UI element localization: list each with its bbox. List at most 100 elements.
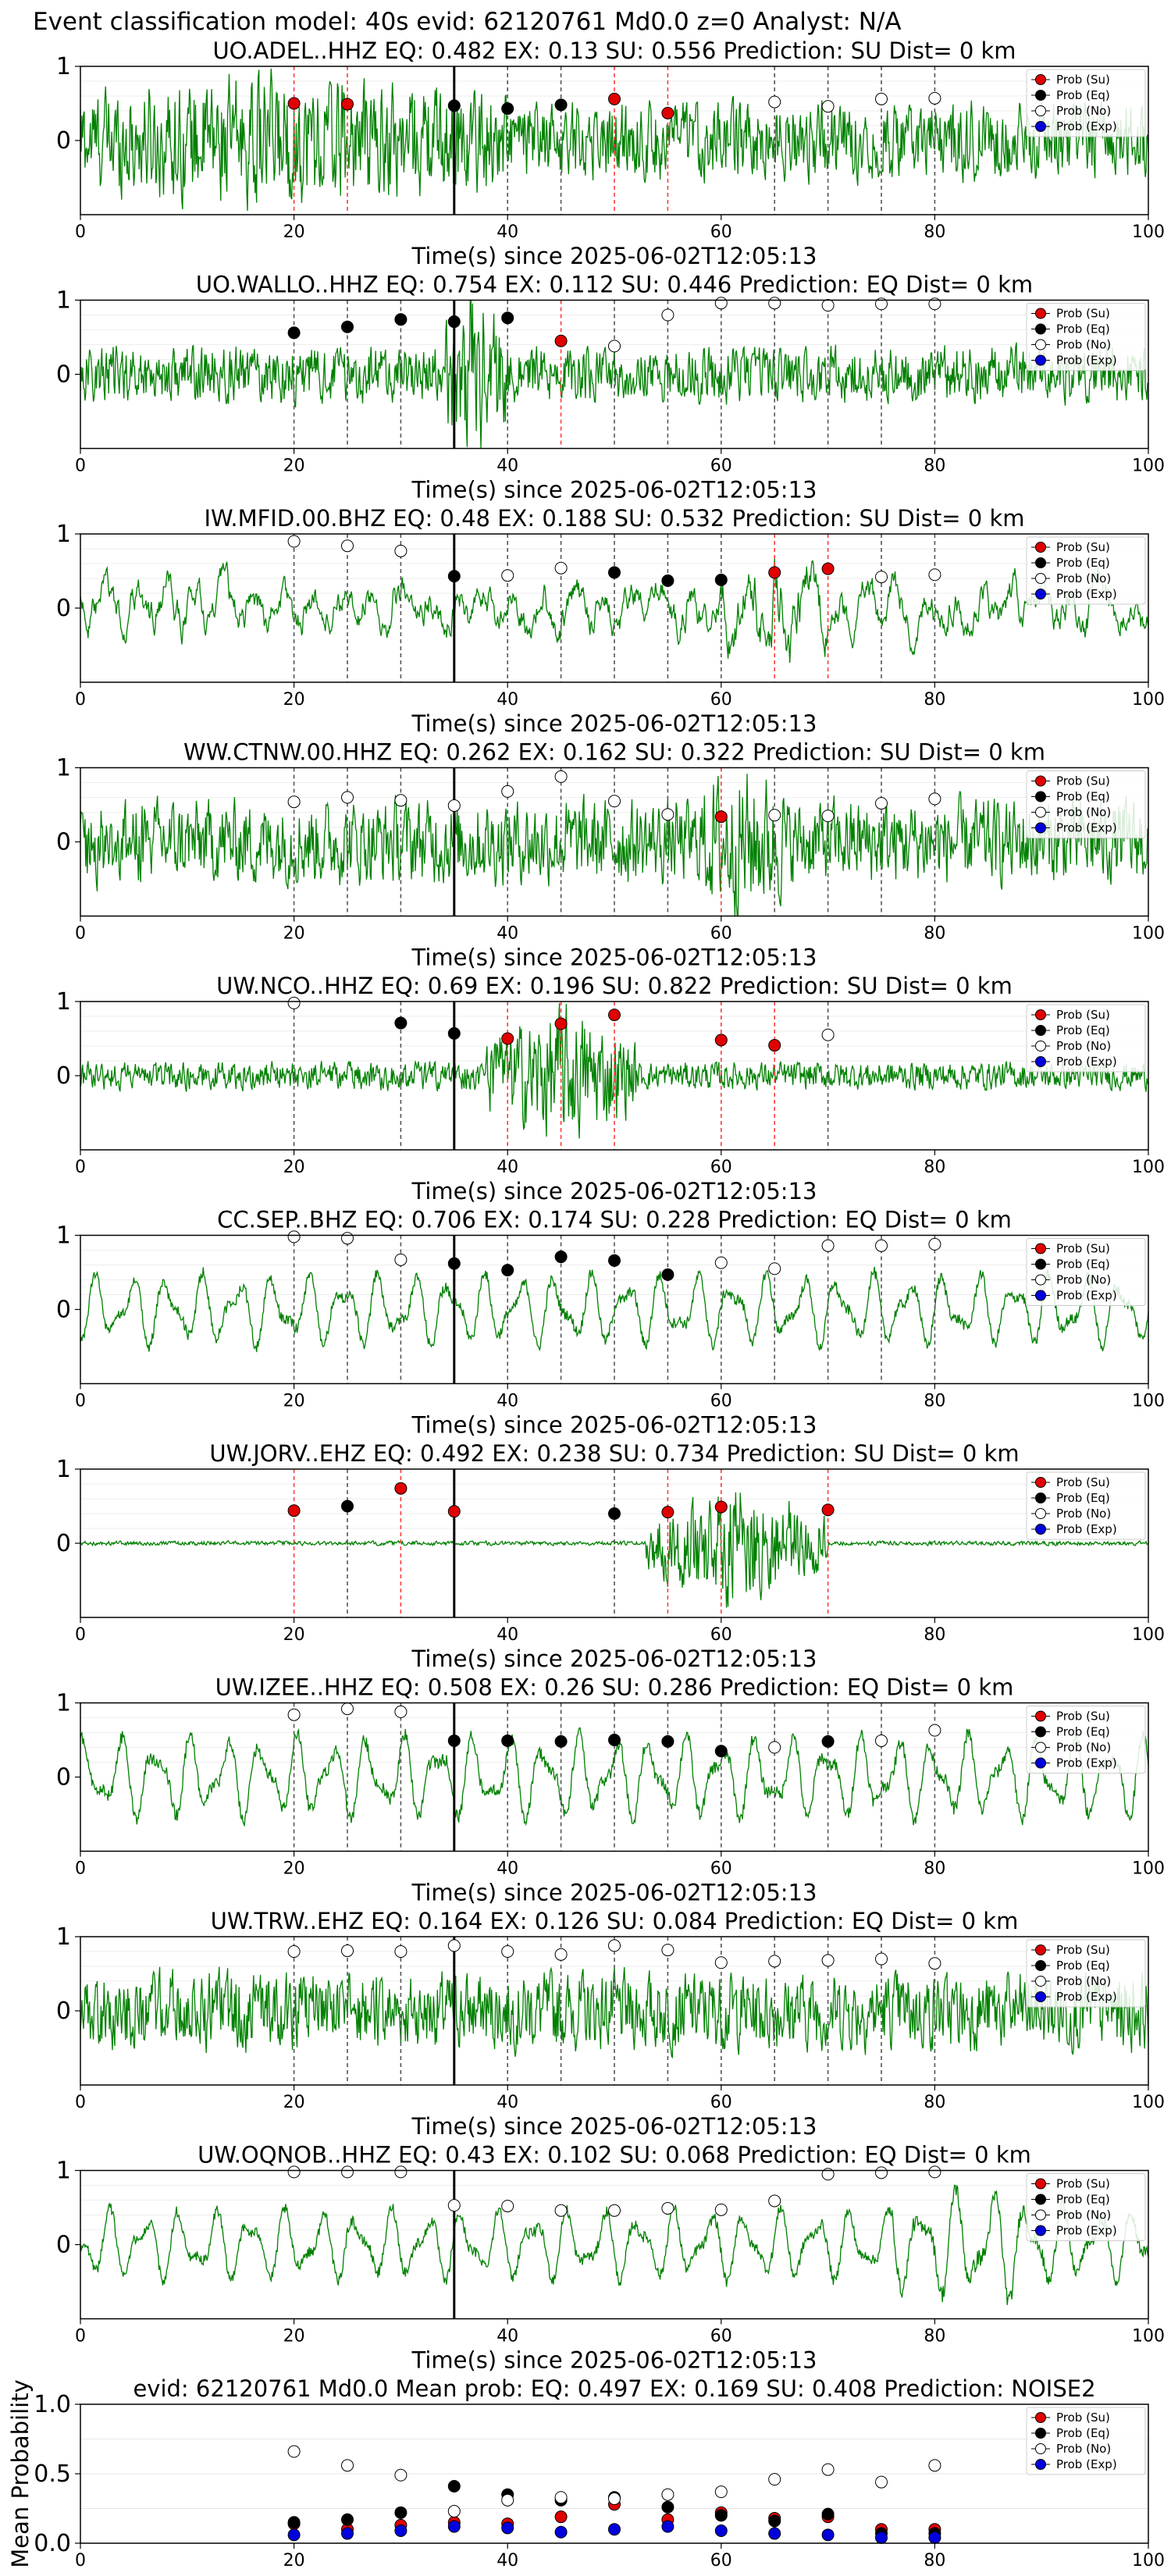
x-tick-label: 20 <box>283 457 305 476</box>
prob-marker-eq <box>501 311 514 325</box>
x-tick-label: 40 <box>497 1625 518 1645</box>
x-tick-label: 40 <box>497 457 518 476</box>
prob-marker-no <box>287 795 301 809</box>
prob-marker-no <box>714 297 728 310</box>
x-tick-label: 60 <box>710 222 732 242</box>
x-tick-label: 80 <box>924 1625 945 1645</box>
legend-label-exp: Prob (Exp) <box>1056 1756 1117 1770</box>
prob-marker-su <box>287 97 301 110</box>
legend-marker-no <box>1035 339 1046 350</box>
prob-marker-su <box>714 810 728 824</box>
prob-marker-eq <box>821 1735 835 1748</box>
prob-marker-no <box>821 2168 835 2181</box>
legend-marker-eq <box>1035 2194 1046 2205</box>
legend-box <box>1026 1004 1146 1073</box>
y-tick-label: 1 <box>56 988 71 1016</box>
x-tick-label: 80 <box>924 2327 945 2347</box>
legend-marker-eq <box>1035 1493 1046 1503</box>
legend-marker-eq <box>1035 1726 1046 1738</box>
mean-prob-marker-no <box>714 2485 728 2499</box>
prob-marker-su <box>554 1017 568 1030</box>
legend-box <box>1026 2173 1146 2241</box>
legend-marker-exp <box>1035 1757 1046 1769</box>
panel-title: UW.TRW..EHZ EQ: 0.164 EX: 0.126 SU: 0.08… <box>211 1908 1019 1934</box>
waveform-trace <box>80 2184 1149 2305</box>
mean-prob-marker-eq <box>661 2500 674 2514</box>
legend-label-exp: Prob (Exp) <box>1056 587 1117 601</box>
mean-prob-marker-eq <box>821 2507 835 2521</box>
legend-label-exp: Prob (Exp) <box>1056 821 1117 835</box>
prob-marker-no <box>821 1239 835 1252</box>
y-tick-label: 1 <box>56 2158 71 2185</box>
legend-label-exp: Prob (Exp) <box>1056 119 1117 133</box>
prob-marker-no <box>875 1952 888 1966</box>
legend-marker-exp <box>1035 2459 1046 2470</box>
x-tick-label: 20 <box>283 1158 305 1177</box>
legend-marker-eq <box>1035 1258 1046 1270</box>
x-tick-label: 60 <box>710 924 732 944</box>
legend-label-no: Prob (No) <box>1056 1507 1111 1521</box>
legend-label-exp: Prob (Exp) <box>1056 1990 1117 2004</box>
x-axis-label: Time(s) since 2025-06-02T12:05:13 <box>411 1880 817 1906</box>
x-tick-label: 100 <box>1132 1859 1165 1879</box>
mean-prob-marker-no <box>928 2459 941 2472</box>
x-tick-label: 0 <box>75 2551 86 2571</box>
y-tick-label: 0 <box>56 361 71 389</box>
prob-marker-no <box>768 95 781 109</box>
prob-marker-eq <box>447 1257 461 1270</box>
prob-marker-no <box>768 297 781 310</box>
y-tick-label: 0 <box>56 1530 71 1557</box>
prob-marker-no <box>341 2165 354 2179</box>
x-tick-label: 60 <box>710 1859 732 1879</box>
prob-marker-no <box>608 1939 621 1952</box>
legend-marker-exp <box>1035 822 1046 834</box>
legend-marker-no <box>1035 1508 1046 1519</box>
x-tick-label: 80 <box>924 924 945 944</box>
legend-box <box>1026 1706 1146 1774</box>
prob-marker-su <box>501 1032 514 1045</box>
prob-marker-eq <box>394 313 408 326</box>
y-tick-label: 0 <box>56 127 71 155</box>
prob-marker-no <box>821 1954 835 1967</box>
legend-label-su: Prob (Su) <box>1056 307 1110 321</box>
prob-marker-eq <box>714 573 728 586</box>
x-tick-label: 20 <box>283 222 305 242</box>
prob-marker-no <box>875 2166 888 2179</box>
legend-label-no: Prob (No) <box>1056 2442 1111 2456</box>
prob-marker-no <box>928 568 941 582</box>
mean-prob-marker-no <box>341 2459 354 2472</box>
prob-marker-eq <box>341 1500 354 1513</box>
x-axis-label: Time(s) since 2025-06-02T12:05:13 <box>411 477 817 503</box>
x-tick-label: 40 <box>497 924 518 944</box>
legend-marker-su <box>1035 542 1046 553</box>
legend-box <box>1026 69 1146 137</box>
x-axis-label: Time(s) since 2025-06-02T12:05:13 <box>411 1178 817 1204</box>
legend-box <box>1026 536 1146 605</box>
x-tick-label: 20 <box>283 924 305 944</box>
panel-title: UW.NCO..HHZ EQ: 0.69 EX: 0.196 SU: 0.822… <box>216 973 1013 999</box>
prob-marker-su <box>661 1506 674 1519</box>
prob-marker-no <box>608 2204 621 2217</box>
x-tick-label: 80 <box>924 1392 945 1411</box>
legend-label-exp: Prob (Exp) <box>1056 1522 1117 1536</box>
prob-marker-eq <box>501 1264 514 1277</box>
station-panel: UW.JORV..EHZ EQ: 0.492 EX: 0.238 SU: 0.7… <box>56 1440 1165 1672</box>
legend-label-eq: Prob (Eq) <box>1056 1959 1110 1973</box>
prob-marker-eq <box>341 320 354 333</box>
mean-prob-marker-no <box>554 2491 568 2504</box>
prob-marker-no <box>554 2204 568 2217</box>
prob-marker-no <box>768 1741 781 1754</box>
panel-title: UW.JORV..EHZ EQ: 0.492 EX: 0.238 SU: 0.7… <box>209 1440 1019 1467</box>
prob-marker-su <box>821 1503 835 1517</box>
x-tick-label: 60 <box>710 457 732 476</box>
mean-prob-marker-no <box>821 2463 835 2476</box>
prob-marker-no <box>875 92 888 105</box>
mean-prob-marker-exp <box>608 2523 621 2536</box>
legend-label-eq: Prob (Eq) <box>1056 1491 1110 1505</box>
prob-marker-eq <box>501 1734 514 1747</box>
y-tick-label: 1 <box>56 1690 71 1717</box>
x-tick-label: 60 <box>710 1392 732 1411</box>
prob-marker-no <box>394 1945 408 1958</box>
y-tick-label: 0 <box>56 1297 71 1324</box>
prob-marker-no <box>501 2200 514 2213</box>
